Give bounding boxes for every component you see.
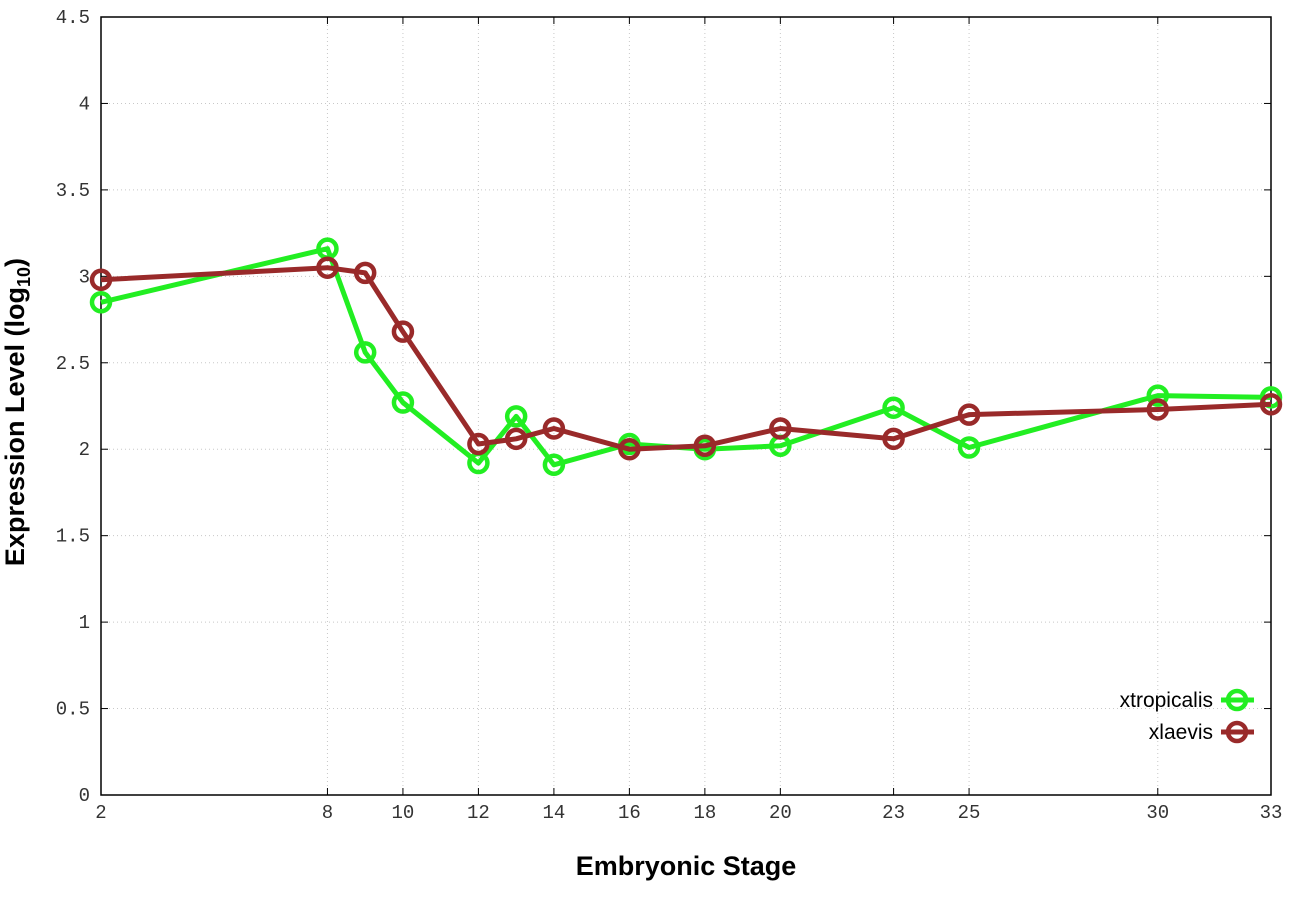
data-point-xlaevis xyxy=(1146,398,1170,421)
legend-item-xlaevis: xlaevis xyxy=(1149,720,1254,744)
legend-label: xtropicalis xyxy=(1120,689,1213,712)
data-point-xlaevis xyxy=(353,261,377,285)
data-point-xlaevis xyxy=(391,320,415,343)
y-axis-title: Expression Level (log10) xyxy=(0,258,34,566)
x-tick-label: 33 xyxy=(1260,802,1283,824)
x-tick-label: 23 xyxy=(882,802,905,824)
y-tick-label: 3.5 xyxy=(56,180,90,202)
data-point-xlaevis xyxy=(1259,393,1283,416)
y-tick-label: 4 xyxy=(79,93,90,115)
legend-label: xlaevis xyxy=(1149,721,1213,744)
y-tick-label: 2 xyxy=(79,439,90,461)
x-tick-label: 30 xyxy=(1146,802,1169,824)
legend: xtropicalis xlaevis xyxy=(1120,688,1254,744)
data-point-xlaevis xyxy=(316,256,339,279)
y-tick-label: 3 xyxy=(79,266,90,288)
data-point-xtropicalis xyxy=(391,391,415,414)
grid xyxy=(101,17,1271,795)
data-point-xlaevis xyxy=(693,434,717,458)
x-tick-label: 10 xyxy=(392,802,415,824)
legend-item-xtropicalis: xtropicalis xyxy=(1120,688,1254,712)
y-tick-label: 0.5 xyxy=(56,699,90,721)
y-axis-title-main: Expression Level (log xyxy=(0,287,30,566)
x-tick-label: 2 xyxy=(95,802,106,824)
x-tick-label: 20 xyxy=(769,802,792,824)
series-line-xlaevis xyxy=(100,265,1272,452)
data-point-xtropicalis xyxy=(504,405,528,428)
data-point-xtropicalis xyxy=(957,436,981,459)
series xyxy=(89,237,1283,477)
x-tick-label: 8 xyxy=(322,802,333,824)
y-tick-label: 0 xyxy=(79,785,90,807)
x-tick-label: 25 xyxy=(958,802,981,824)
data-point-xtropicalis xyxy=(1146,384,1170,407)
x-tick-label: 18 xyxy=(693,802,716,824)
y-axis-title-end: ) xyxy=(0,258,30,267)
data-point-xtropicalis xyxy=(542,453,566,477)
data-point-xlaevis xyxy=(467,432,490,456)
data-point-xlaevis xyxy=(882,427,905,451)
data-point-xlaevis xyxy=(618,437,641,461)
data-point-xlaevis xyxy=(769,417,792,440)
x-tick-label: 14 xyxy=(542,802,565,824)
series-xtropicalis xyxy=(89,237,1283,477)
plot-frame xyxy=(100,16,1272,796)
x-axis-title: Embryonic Stage xyxy=(576,851,797,881)
y-axis-title-subscript: 10 xyxy=(14,267,34,287)
data-point-xtropicalis xyxy=(89,291,113,314)
legend-swatch-marker xyxy=(1225,688,1249,712)
series-xlaevis xyxy=(89,256,1283,461)
x-tick-label: 16 xyxy=(618,802,641,824)
data-point-xtropicalis xyxy=(353,341,377,364)
data-point-xlaevis xyxy=(504,427,528,451)
ticks: 0 0.5 1 1.5 2 2.5 3 3.5 4 4.5 2 8 10 12 14 16 18 20 23 25 30… xyxy=(56,7,1283,824)
data-point-xlaevis xyxy=(542,417,566,440)
y-tick-label: 1.5 xyxy=(56,526,90,548)
data-point-xlaevis xyxy=(957,403,981,426)
legend-swatch-marker xyxy=(1225,720,1249,744)
series-line-xtropicalis xyxy=(100,246,1272,468)
y-tick-label: 2.5 xyxy=(56,353,90,375)
y-tick-label: 1 xyxy=(79,612,90,634)
y-tick-label: 4.5 xyxy=(56,7,90,29)
data-point-xlaevis xyxy=(89,268,113,292)
data-point-xtropicalis xyxy=(882,396,905,419)
x-tick-label: 12 xyxy=(467,802,490,824)
